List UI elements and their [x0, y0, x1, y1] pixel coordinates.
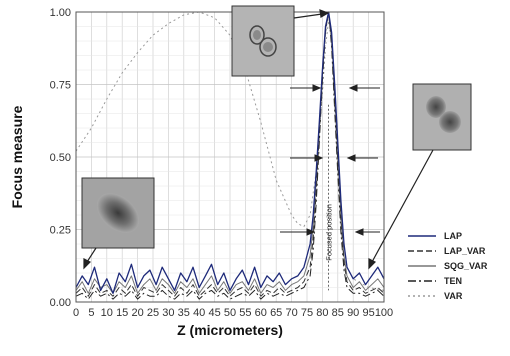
legend-label: LAP_VAR — [444, 246, 486, 256]
inset-leader-arrows — [83, 9, 434, 270]
y-tick-label: 0.50 — [50, 152, 71, 164]
legend-label: TEN — [444, 276, 462, 286]
series-line-lap — [75, 11, 385, 294]
series-lines — [75, 11, 385, 300]
x-tick-label: 45 — [208, 307, 220, 319]
series-line-lap-var — [75, 11, 385, 297]
y-tick-label: 1.00 — [50, 7, 71, 19]
x-tick-label: 40 — [193, 307, 205, 319]
legend: LAP LAP_VAR SQG_VAR TEN VAR — [408, 231, 488, 301]
y-axis-title: Focus measure — [9, 105, 25, 208]
peak-width-arrows — [280, 84, 380, 236]
plot-frame — [75, 11, 385, 303]
x-tick-label: 50 — [224, 307, 236, 319]
y-tick-labels: 0.00 0.25 0.50 0.75 1.00 — [50, 7, 71, 309]
x-tick-label: 100 — [375, 307, 393, 319]
y-tick-label: 0.75 — [50, 80, 71, 92]
series-line-ten — [75, 11, 385, 300]
x-tick-label: 95 — [362, 307, 374, 319]
legend-label: VAR — [444, 291, 463, 301]
x-tick-label: 80 — [316, 307, 328, 319]
x-tick-label: 5 — [88, 307, 94, 319]
x-tick-label: 70 — [285, 307, 297, 319]
x-tick-label: 15 — [116, 307, 128, 319]
x-tick-label: 25 — [147, 307, 159, 319]
inset-image-blurred — [81, 177, 155, 249]
x-tick-label: 75 — [301, 307, 313, 319]
x-tick-label: 35 — [178, 307, 190, 319]
x-tick-label: 0 — [73, 307, 79, 319]
x-tick-label: 20 — [131, 307, 143, 319]
x-tick-label: 90 — [347, 307, 359, 319]
focused-position-label: Focused position — [325, 204, 334, 261]
inset-image-defocused — [412, 83, 472, 151]
x-tick-labels: 0 5 10 15 20 25 30 35 40 45 50 55 60 65 70 75 80 85 90 95 10… — [73, 307, 393, 319]
inset-image-focused — [231, 5, 295, 77]
y-tick-label: 0.25 — [50, 225, 71, 237]
x-tick-label: 30 — [162, 307, 174, 319]
x-tick-label: 10 — [101, 307, 113, 319]
x-tick-label: 85 — [332, 307, 344, 319]
x-axis-title: Z (micrometers) — [177, 322, 283, 338]
x-tick-label: 60 — [255, 307, 267, 319]
x-tick-label: 65 — [270, 307, 282, 319]
x-tick-label: 55 — [239, 307, 251, 319]
y-tick-label: 0.00 — [50, 297, 71, 309]
legend-label: SQG_VAR — [444, 261, 488, 271]
legend-label: LAP — [444, 231, 462, 241]
